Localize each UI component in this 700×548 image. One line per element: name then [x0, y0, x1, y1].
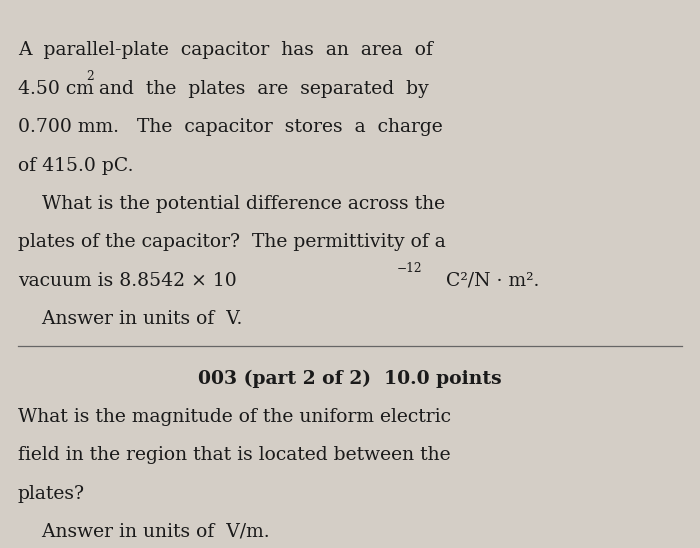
Text: and  the  plates  are  separated  by: and the plates are separated by [92, 80, 428, 98]
Text: Answer in units of  V.: Answer in units of V. [18, 310, 242, 328]
Text: Answer in units of  V/m.: Answer in units of V/m. [18, 523, 270, 541]
Text: 0.700 mm.   The  capacitor  stores  a  charge: 0.700 mm. The capacitor stores a charge [18, 118, 442, 136]
Text: plates?: plates? [18, 484, 85, 503]
Text: C²/N · m².: C²/N · m². [440, 272, 539, 290]
Text: 003 (part 2 of 2)  10.0 points: 003 (part 2 of 2) 10.0 points [198, 369, 502, 387]
Text: A  parallel-plate  capacitor  has  an  area  of: A parallel-plate capacitor has an area o… [18, 42, 433, 60]
Text: What is the potential difference across the: What is the potential difference across … [18, 195, 445, 213]
Text: of 415.0 pC.: of 415.0 pC. [18, 157, 134, 175]
Text: field in the region that is located between the: field in the region that is located betw… [18, 446, 451, 464]
Text: vacuum is 8.8542 × 10: vacuum is 8.8542 × 10 [18, 272, 237, 290]
Text: 4.50 cm: 4.50 cm [18, 80, 94, 98]
Text: What is the magnitude of the uniform electric: What is the magnitude of the uniform ele… [18, 408, 451, 426]
Text: 2: 2 [86, 70, 94, 83]
Text: plates of the capacitor?  The permittivity of a: plates of the capacitor? The permittivit… [18, 233, 446, 252]
Text: −12: −12 [397, 262, 423, 275]
